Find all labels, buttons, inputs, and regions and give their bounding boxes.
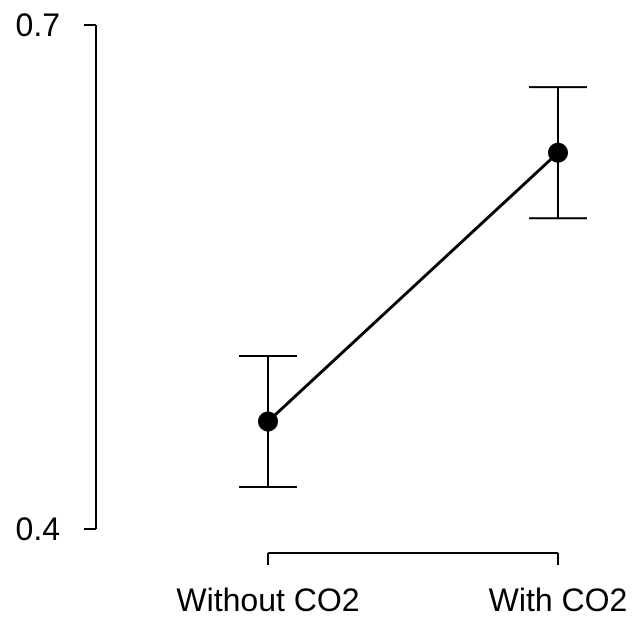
series-line	[266, 151, 560, 423]
x-tick-label-with-co2: With CO2	[489, 582, 628, 618]
y-tick-label-bottom: 0.4	[16, 511, 60, 547]
data-point-with-co2	[548, 142, 568, 163]
plot-marks	[239, 86, 587, 488]
y-tick-label-top: 0.7	[16, 7, 60, 43]
data-point-without-co2	[258, 411, 278, 432]
x-tick-label-without-co2: Without CO2	[176, 582, 359, 618]
